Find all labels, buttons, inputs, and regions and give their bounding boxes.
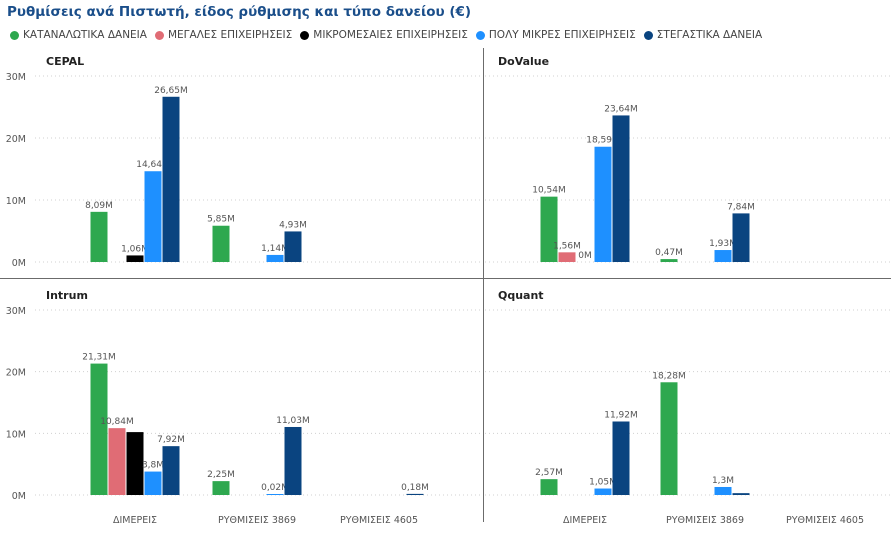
data-label: 4,93M (279, 220, 307, 230)
bar (126, 432, 144, 495)
bar (540, 196, 558, 262)
bar (212, 481, 230, 495)
bar (162, 96, 180, 263)
bar (732, 493, 750, 495)
bar (162, 446, 180, 495)
y-tick-label: 0M (12, 258, 26, 269)
y-tick-label: 20M (6, 134, 26, 145)
data-label: 21,31M (82, 353, 116, 363)
panel-title: Qquant (498, 289, 544, 302)
legend-label: ΠΟΛΥ ΜΙΚΡΕΣ ΕΠΙΧΕΙΡΗΣΕΙΣ (488, 29, 636, 41)
chart-title: Ρυθμίσεις ανά Πιστωτή, είδος ρύθμισης κα… (7, 4, 472, 20)
bar (126, 255, 144, 262)
data-label: 0,18M (401, 483, 429, 493)
data-label: 1,93M (709, 239, 737, 249)
bar (406, 493, 424, 495)
y-tick-label: 20M (6, 368, 26, 379)
data-label: 2,57M (535, 468, 563, 478)
legend-marker (475, 30, 485, 40)
bar (660, 382, 678, 495)
bar (108, 428, 126, 495)
legend-marker (300, 30, 310, 40)
data-label: 11,03M (276, 416, 310, 426)
panel-title: Intrum (46, 289, 88, 302)
data-label: 1,56M (553, 241, 581, 251)
data-label: 10,84M (100, 417, 134, 427)
data-label: 18,28M (652, 371, 686, 381)
bar (558, 252, 576, 262)
panel-title: CEPAL (46, 55, 84, 68)
data-label: 5,85M (207, 215, 235, 225)
legend: ΚΑΤΑΝΑΛΩΤΙΚΑ ΔΑΝΕΙΑ ΜΕΓΑΛΕΣ ΕΠΙΧΕΙΡΗΣΕΙΣ… (10, 28, 770, 42)
x-tick-label: ΡΥΘΜΙΣΕΙΣ 3869 (666, 515, 744, 526)
x-tick-label: ΡΥΘΜΙΣΕΙΣ 4605 (786, 515, 864, 526)
y-tick-label: 0M (12, 491, 26, 502)
legend-marker (643, 30, 653, 40)
bar (212, 225, 230, 262)
y-tick-label: 10M (6, 196, 26, 207)
bar (266, 494, 284, 495)
legend-marker (154, 30, 164, 40)
x-tick-label: ΔΙΜΕΡΕΙΣ (563, 515, 607, 526)
data-label: 8,09M (85, 201, 113, 211)
data-label: 1,05M (589, 478, 617, 488)
x-tick-label: ΡΥΘΜΙΣΕΙΣ 3869 (218, 515, 296, 526)
data-label: 7,92M (157, 435, 185, 445)
data-label: 1,14M (261, 244, 289, 254)
data-label: 10,54M (532, 186, 566, 196)
legend-marker (10, 30, 19, 40)
legend-item-mortgage[interactable]: ΣΤΕΓΑΣΤΙΚΑ ΔΑΝΕΙΑ (643, 29, 763, 41)
legend-item-consumer[interactable]: ΚΑΤΑΝΑΛΩΤΙΚΑ ΔΑΝΕΙΑ (10, 29, 147, 41)
data-label: 23,64M (604, 104, 638, 114)
data-label: 26,65M (154, 86, 188, 96)
y-tick-label: 10M (6, 429, 26, 440)
bar (594, 488, 612, 495)
bar (144, 171, 162, 262)
data-label: 14,64M (136, 160, 170, 170)
x-tick-label: ΔΙΜΕΡΕΙΣ (113, 515, 157, 526)
data-label: 1,3M (712, 476, 734, 486)
bar (90, 211, 108, 262)
bar (284, 426, 302, 495)
bar (612, 421, 630, 495)
bar (714, 250, 732, 262)
bar (90, 363, 108, 495)
data-label: 0,02M (261, 483, 289, 493)
y-tick-label: 30M (6, 306, 26, 317)
legend-item-micro-business[interactable]: ΠΟΛΥ ΜΙΚΡΕΣ ΕΠΙΧΕΙΡΗΣΕΙΣ (475, 29, 636, 41)
panel-title: DoValue (498, 55, 549, 68)
x-tick-label: ΡΥΘΜΙΣΕΙΣ 4605 (340, 515, 418, 526)
bar (144, 471, 162, 495)
bar (660, 259, 678, 262)
legend-item-sme[interactable]: ΜΙΚΡΟΜΕΣΑΙΕΣ ΕΠΙΧΕΙΡΗΣΕΙΣ (300, 29, 468, 41)
legend-label: ΚΑΤΑΝΑΛΩΤΙΚΑ ΔΑΝΕΙΑ (23, 29, 147, 41)
bar (284, 231, 302, 262)
bar (732, 213, 750, 262)
data-label: 1,06M (121, 244, 149, 254)
data-label: 7,84M (727, 202, 755, 212)
legend-item-large-business[interactable]: ΜΕΓΑΛΕΣ ΕΠΙΧΕΙΡΗΣΕΙΣ (154, 29, 293, 41)
bar (540, 479, 558, 495)
data-label: 0M (578, 251, 592, 261)
data-label: 18,59M (586, 136, 620, 146)
bar (714, 486, 732, 495)
data-label: 11,92M (604, 410, 638, 420)
bar (266, 254, 284, 262)
legend-label: ΜΕΓΑΛΕΣ ΕΠΙΧΕΙΡΗΣΕΙΣ (167, 29, 293, 41)
legend-label: ΜΙΚΡΟΜΕΣΑΙΕΣ ΕΠΙΧΕΙΡΗΣΕΙΣ (313, 29, 468, 41)
bar (594, 146, 612, 262)
data-label: 3,8M (142, 461, 164, 471)
y-tick-label: 30M (6, 72, 26, 83)
data-label: 0,47M (655, 248, 683, 258)
legend-label: ΣΤΕΓΑΣΤΙΚΑ ΔΑΝΕΙΑ (656, 29, 763, 41)
data-label: 2,25M (207, 470, 235, 480)
bar (612, 115, 630, 262)
